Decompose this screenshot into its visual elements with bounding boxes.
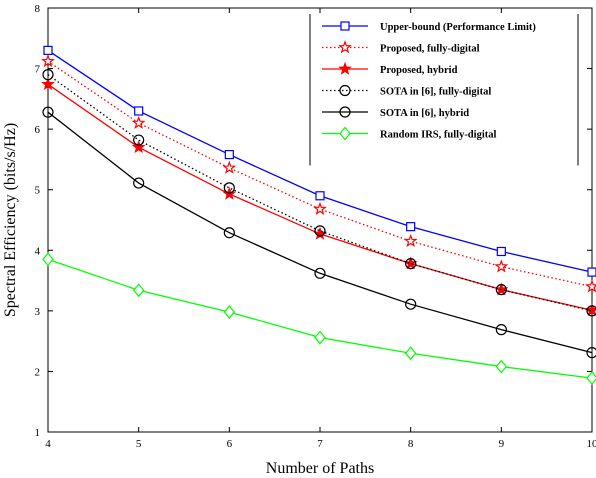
x-tick-label-5: 5 [136,438,142,450]
y-tick-label-5: 5 [35,185,41,197]
data-point-3-2 [223,182,235,194]
data-point-0-2 [224,149,234,160]
legend-entry-1: Proposed, fully-digital [322,40,480,55]
data-point-0-3 [315,191,325,201]
legend-label-2: Proposed, hybrid [380,65,458,76]
data-point-0-1 [134,106,144,116]
legend-entry-3: SOTA in [6], fully-digital [322,84,491,98]
data-point-5-4 [404,346,417,361]
legend-marker-5 [339,126,351,141]
data-point-1-1 [131,115,146,129]
data-point-4-4 [405,298,417,310]
legend-label-3: SOTA in [6], fully-digital [380,87,491,98]
data-point-4-5 [495,324,507,336]
legend: Upper-bound (Performance Limit) Proposed,… [309,14,579,166]
series-line-3 [47,74,593,312]
data-point-3-4 [405,258,417,270]
data-point-3-0 [42,69,54,81]
data-point-4-3 [314,267,326,279]
legend-box [310,14,578,146]
data-point-4-2 [223,227,235,239]
legend-label-0: Upper-bound (Performance Limit) [380,22,536,33]
legend-marker-2 [338,61,352,75]
data-point-4-6 [586,347,596,359]
y-axis-label: Spectral Efficiency (bits/s/Hz) [2,123,19,317]
data-point-3-5 [495,284,507,296]
axis-ticks: 4 5 6 7 8 9 10 1 2 3 4 5 6 7 8 [35,3,596,450]
legend-marker-1 [338,40,352,54]
data-point-5-0 [42,252,54,267]
data-point-2-0 [41,77,55,91]
data-point-5-5 [495,359,508,374]
series-line-4 [47,111,593,354]
legend-marker-0 [340,21,350,31]
y-tick-label-4: 4 [35,245,41,257]
data-point-5-1 [132,283,145,298]
data-point-5-3 [314,330,326,345]
data-point-1-2 [222,160,237,174]
x-tick-label-4: 4 [45,438,51,450]
data-point-1-0 [41,54,55,68]
legend-entry-2: Proposed, hybrid [322,61,458,76]
data-point-1-4 [403,233,418,248]
x-tick-label-9: 9 [499,438,505,450]
data-point-3-6 [586,305,596,317]
series-layer [41,45,596,386]
series-1 [41,54,596,293]
data-point-1-3 [313,201,327,215]
data-point-1-5 [494,259,509,273]
data-point-4-0 [42,106,54,118]
legend-label-4: SOTA in [6], hybrid [380,108,469,119]
data-point-0-5 [496,246,506,257]
legend-label-5: Random IRS, fully-digital [380,130,496,141]
y-tick-label-3: 3 [35,306,41,318]
x-tick-label-7: 7 [317,438,323,450]
series-3 [42,69,596,317]
data-point-3-3 [314,225,326,237]
data-point-5-2 [223,305,236,320]
y-tick-label-7: 7 [35,64,41,76]
x-axis-label: Number of Paths [266,460,374,477]
data-point-2-4 [403,256,418,270]
series-4 [42,106,596,359]
series-5 [42,252,596,386]
y-tick-label-8: 8 [35,3,41,15]
data-point-0-6 [587,267,596,277]
x-tick-label-6: 6 [227,438,233,450]
legend-entry-4: SOTA in [6], hybrid [322,106,469,119]
data-point-3-1 [133,134,145,146]
legend-entry-5: Random IRS, fully-digital [322,126,496,141]
y-tick-label-2: 2 [35,366,41,378]
data-point-0-4 [406,222,416,232]
data-point-5-6 [586,371,596,386]
legend-label-1: Proposed, fully-digital [380,44,480,55]
y-tick-label-1: 1 [35,427,41,439]
x-tick-label-8: 8 [408,438,414,450]
data-point-0-0 [43,45,53,56]
x-tick-label-10: 10 [587,438,596,450]
legend-entry-0: Upper-bound (Performance Limit) [322,21,536,33]
legend-marker-4 [339,106,351,118]
series-0 [43,45,596,277]
y-tick-label-6: 6 [35,124,41,136]
legend-marker-3 [339,84,351,97]
data-point-4-1 [133,177,145,189]
data-point-2-1 [131,140,146,154]
